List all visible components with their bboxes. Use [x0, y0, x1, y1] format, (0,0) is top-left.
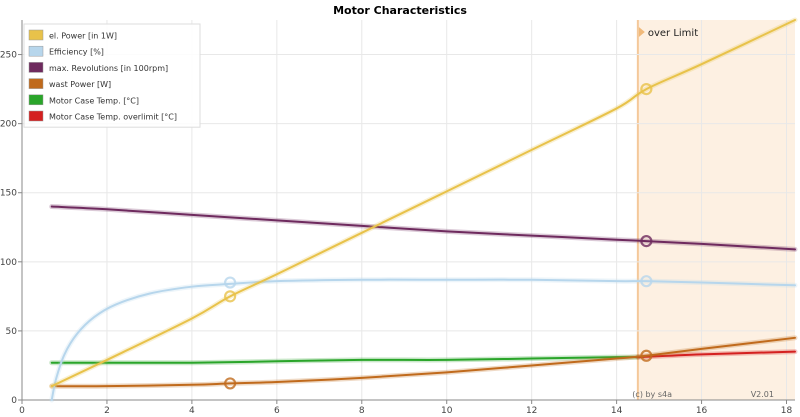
y-tick-label: 200	[0, 120, 17, 130]
y-tick-label: 250	[0, 51, 17, 61]
chart-title: Motor Characteristics	[333, 4, 467, 17]
legend-box	[23, 23, 201, 128]
legend-swatch	[28, 110, 44, 122]
series-layer	[49, 17, 798, 403]
x-tick-label: 14	[611, 406, 623, 416]
series-1-line	[50, 278, 796, 401]
legend-entry-label: el. Power [in 1W]	[49, 32, 117, 41]
legend-swatch	[28, 29, 44, 41]
chart-legend: el. Power [in 1W] Efficiency [%] max. Revo…	[23, 23, 201, 128]
series-1-point-marker	[224, 276, 237, 289]
legend-entry-label: max. Revolutions [in 100rpm]	[49, 64, 168, 73]
series-4-line	[50, 356, 639, 364]
x-tick-label: 0	[19, 406, 25, 416]
series-1-point-marker	[640, 275, 653, 288]
y-tick-label: 50	[6, 327, 18, 337]
overlimit-label: over Limit	[648, 28, 698, 39]
credit-label: (c) by s4a	[632, 390, 672, 399]
y-tick-label: 100	[0, 258, 17, 268]
legend-entry-label: wast Power [W]	[49, 80, 111, 89]
series-3-point-marker	[224, 377, 237, 390]
series-5-line	[636, 350, 796, 359]
marker-layer	[224, 82, 653, 390]
series-3-line	[50, 336, 796, 388]
series-2-point-marker	[640, 234, 653, 248]
overlimit-layer: over Limit	[636, 20, 795, 400]
legend-entry-label: Efficiency [%]	[49, 48, 104, 57]
annotation-layer: (c) by s4a V2.01	[632, 390, 774, 399]
series-2-line	[50, 205, 796, 251]
x-tick-label: 16	[696, 406, 708, 416]
grid-layer	[21, 20, 795, 400]
series-0-line	[50, 19, 796, 388]
legend-swatch	[28, 94, 44, 106]
y-tick-label: 0	[11, 396, 17, 406]
x-tick-label: 8	[359, 406, 365, 416]
x-tick-label: 18	[781, 406, 793, 416]
legend-swatch	[28, 62, 44, 73]
series-3-point-marker	[640, 349, 653, 362]
x-tick-label: 2	[104, 406, 110, 416]
x-tick-label: 10	[441, 406, 453, 416]
overlimit-arrow-icon	[638, 27, 645, 37]
series-0-point-marker	[224, 290, 237, 303]
x-tick-label: 4	[189, 406, 195, 416]
x-tick-label: 12	[526, 406, 537, 416]
axis-layer: 0 2 4 6 8 10 12 14 16 18 0 50 100 150 200 250	[0, 20, 795, 416]
x-tick-label: 6	[274, 406, 280, 416]
legend-swatch	[28, 78, 44, 89]
version-label: V2.01	[751, 390, 774, 399]
legend-swatch	[28, 45, 44, 57]
legend-entry-label: Motor Case Temp. overlimit [°C]	[49, 113, 177, 122]
series-0-point-marker	[640, 82, 653, 96]
overlimit-region	[637, 20, 795, 400]
y-tick-label: 150	[0, 189, 17, 199]
legend-entry-label: Motor Case Temp. [°C]	[49, 96, 139, 105]
